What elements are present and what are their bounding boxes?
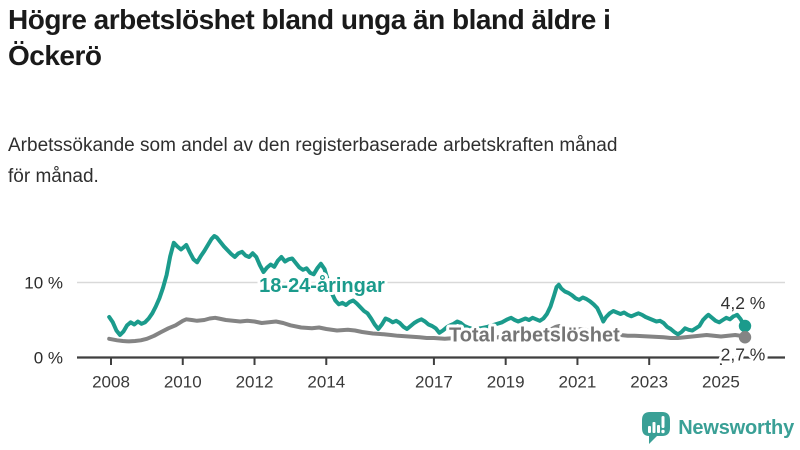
page-title: Högre arbetslöshet bland unga än bland ä… [8,2,792,74]
x-tick-label: 2019 [487,373,525,392]
x-tick-label: 2021 [559,373,597,392]
newsworthy-logo: Newsworthy [641,411,794,445]
x-tick-label: 2023 [630,373,668,392]
bar-chart-bar-3 [657,425,661,433]
newsworthy-logo-icon [642,412,671,444]
x-tick-label: 2012 [236,373,274,392]
x-tick-label: 2014 [307,373,345,392]
speech-bubble-shape [642,412,671,444]
page-title-line-2: Öckerö [8,40,102,71]
end-value-label: 2,7 % [721,344,766,364]
series-end-dot [738,319,752,333]
end-value-label: 4,2 % [721,293,766,313]
x-tick-label: 2025 [702,373,740,392]
page-subtitle: Arbetssökande som andel av den registerb… [8,130,792,192]
newsworthy-logo-text: Newsworthy [678,416,794,439]
x-tick-label: 2008 [92,373,130,392]
exclamation-dot [661,429,665,434]
page-subtitle-line-2: för månad. [8,166,99,187]
page-subtitle-line-1: Arbetssökande som andel av den registerb… [8,135,618,156]
series-line-total-arbetsl-shet [107,315,747,344]
x-tick-label: 2017 [415,373,453,392]
x-tick-label: 2010 [164,373,202,392]
series-label: Total arbetslöshet [449,324,620,346]
series-end-dot [738,331,752,344]
bar-chart-bar-1 [648,426,652,433]
series-label: 18-24-åringar [259,274,385,297]
y-tick-label: 10 % [24,274,63,293]
page-title-line-1: Högre arbetslöshet bland unga än bland ä… [8,4,611,35]
bar-chart-bar-2 [652,422,656,433]
y-tick-label: 0 % [34,349,63,368]
exclamation-stroke [661,416,665,428]
series-line-18-24-ringar [107,234,747,337]
